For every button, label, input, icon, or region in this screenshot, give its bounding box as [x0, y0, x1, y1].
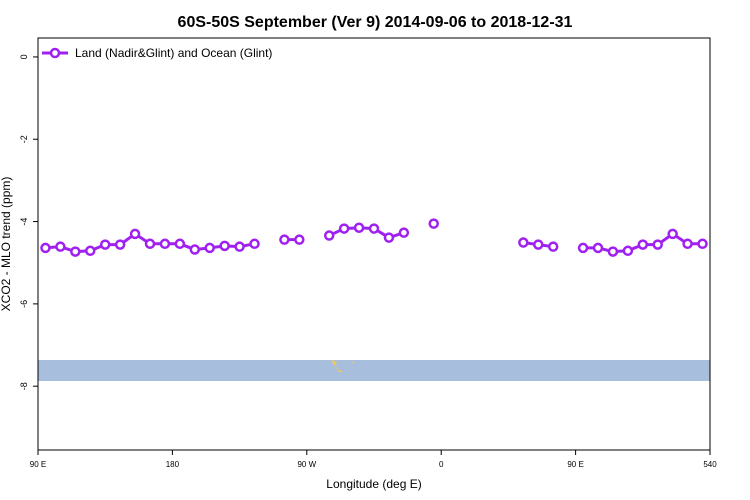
land-patch: [387, 370, 388, 371]
data-point: [368, 223, 380, 234]
data-point: [338, 223, 350, 234]
legend-label: Land (Nadir&Glint) and Ocean (Glint): [75, 46, 272, 60]
data-point: [592, 242, 604, 254]
data-point: [294, 234, 305, 245]
x-axis-label: Longitude (deg E): [326, 477, 421, 491]
data-point: [204, 242, 215, 254]
data-point: [547, 241, 559, 252]
land-patch: [331, 360, 343, 372]
map-strip: [38, 360, 710, 381]
data-point: [607, 246, 619, 257]
y-tick-label: 0: [19, 54, 29, 59]
data-point: [99, 239, 111, 250]
data-point: [637, 239, 649, 250]
data-point: [114, 239, 126, 250]
y-tick-label: -6: [19, 300, 29, 308]
chart-title: 60S-50S September (Ver 9) 2014-09-06 to …: [178, 14, 573, 31]
y-axis-label: XCO2 - MLO trend (ppm): [0, 177, 13, 312]
x-tick-label: 540: [703, 460, 717, 469]
data-point: [159, 238, 171, 250]
data-point: [398, 227, 410, 238]
data-point: [279, 234, 290, 245]
data-point: [144, 238, 156, 250]
land-patch: [352, 362, 354, 363]
data-point: [682, 238, 693, 250]
data-point: [533, 239, 544, 250]
data-point: [189, 244, 201, 255]
data-point: [85, 245, 96, 257]
x-tick-label: 90 E: [567, 460, 583, 469]
x-tick-label: 0: [439, 460, 444, 469]
data-point: [622, 245, 634, 257]
data-point: [129, 228, 141, 240]
data-point: [40, 242, 51, 254]
y-tick-label: -2: [19, 135, 29, 143]
data-point: [428, 218, 439, 229]
x-tick-label: 90 W: [297, 460, 316, 469]
data-point: [697, 238, 708, 250]
data-point: [249, 238, 260, 250]
legend-marker: [49, 47, 61, 59]
data-point: [353, 222, 365, 233]
data-point: [577, 242, 589, 254]
data-point: [652, 239, 663, 250]
plot-frame: [37, 37, 711, 451]
data-point: [383, 232, 395, 243]
y-tick-label: -8: [19, 382, 29, 390]
data-point: [55, 241, 66, 252]
x-tick-label: 90 E: [30, 460, 46, 469]
y-tick-label: -4: [19, 218, 29, 226]
data-point: [70, 246, 81, 257]
x-tick-label: 180: [166, 460, 180, 469]
data-point: [234, 241, 245, 252]
data-point: [518, 237, 529, 248]
data-point: [219, 240, 230, 252]
legend: Land (Nadir&Glint) and Ocean (Glint): [42, 46, 272, 60]
data-point: [323, 230, 335, 241]
data-point: [667, 228, 678, 240]
data-point: [174, 238, 186, 250]
